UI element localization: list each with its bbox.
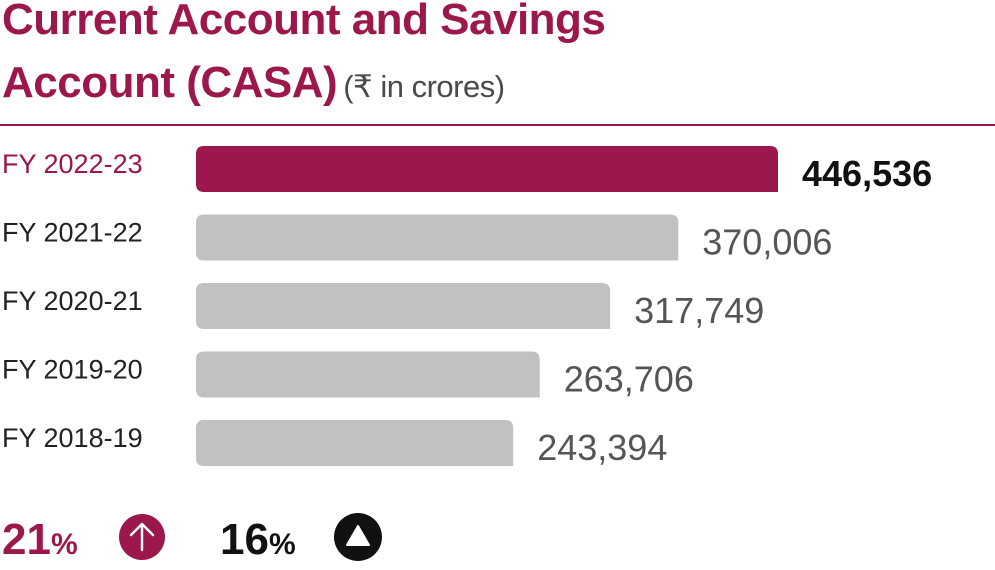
category-label: FY 2021-22 [2, 218, 143, 248]
stat-1-value: 21% [2, 515, 78, 570]
bar [196, 420, 514, 466]
value-label: 263,706 [564, 359, 694, 400]
title-line-2: Account (CASA) (₹ in crores) [2, 55, 505, 115]
value-label: 317,749 [634, 290, 764, 331]
title-line-2-text: Account (CASA) [2, 58, 338, 107]
bar [196, 283, 611, 329]
bar [196, 351, 540, 398]
title-line-1: Current Account and Savings [2, 0, 606, 44]
value-label: 243,394 [537, 427, 667, 468]
value-label: 370,006 [702, 222, 832, 263]
bar [196, 146, 778, 192]
bar [196, 214, 679, 261]
unit-label: (₹ in crores) [343, 69, 505, 104]
category-label: FY 2018-19 [2, 423, 143, 453]
category-label: FY 2019-20 [2, 355, 143, 385]
stat-2-value: 16% [220, 515, 296, 570]
stat-1-unit: % [50, 528, 78, 561]
stat-2-unit: % [268, 528, 296, 561]
category-label: FY 2020-21 [2, 286, 143, 316]
category-label: FY 2022-23 [2, 149, 143, 179]
stat-2-number: 16 [220, 515, 269, 564]
bar-chart: FY 2022-23 446,536 FY 2021-22 370,006 FY 202… [2, 146, 932, 468]
title-divider [0, 124, 995, 126]
footer-stats: 21% 16% [0, 505, 995, 564]
value-label: 446,536 [802, 153, 932, 194]
arrow-up-circle-icon [119, 514, 165, 560]
stat-1-number: 21 [2, 515, 51, 564]
triangle-up-circle-icon [334, 513, 382, 561]
